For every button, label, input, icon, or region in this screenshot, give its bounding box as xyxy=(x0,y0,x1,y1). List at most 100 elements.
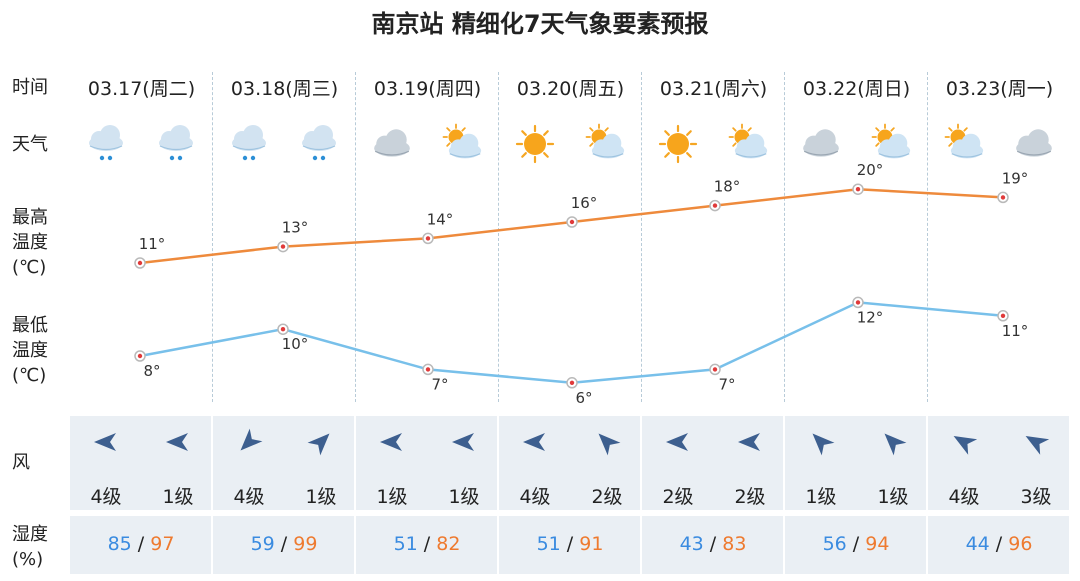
data-label: 10° xyxy=(282,335,309,353)
humidity-panel xyxy=(356,516,497,574)
humidity-panel xyxy=(928,516,1069,574)
humidity-value: 51 / 91 xyxy=(499,533,641,555)
data-point xyxy=(712,203,718,208)
date-label: 03.22(周日) xyxy=(802,78,911,100)
column-separator xyxy=(355,72,356,402)
data-point xyxy=(1000,313,1006,318)
wind-arrow-icon xyxy=(452,433,474,451)
wind-panel xyxy=(785,416,926,510)
humidity-separator: / xyxy=(703,533,723,555)
data-label: 18° xyxy=(714,178,741,196)
wind-level: 4级 xyxy=(948,486,980,508)
wind-panel xyxy=(928,416,1069,510)
cloud-icon xyxy=(1016,129,1052,157)
wind-level: 4级 xyxy=(90,486,122,508)
sun-icon xyxy=(658,124,698,164)
humidity-panel xyxy=(785,516,926,574)
wind-level: 1级 xyxy=(305,486,337,508)
humidity-value: 59 / 99 xyxy=(213,533,355,555)
date-label: 03.19(周四) xyxy=(373,78,482,100)
humidity-label-unit: (%) xyxy=(12,549,44,570)
sun-icon xyxy=(515,124,555,164)
wind-arrow-icon xyxy=(598,433,621,456)
wind-panel xyxy=(70,416,211,510)
wind-arrow-icon xyxy=(94,433,116,451)
humidity-min: 51 xyxy=(536,533,561,555)
high-temp-label-line1: 最高 xyxy=(12,207,48,228)
column-separator xyxy=(212,72,213,402)
high-temp-label-line2: 温度 xyxy=(12,232,48,253)
wind-arrow-icon xyxy=(523,433,545,451)
column-separator xyxy=(641,72,642,402)
wind-arrow-icon xyxy=(953,436,978,455)
humidity-panel xyxy=(499,516,640,574)
humidity-min: 43 xyxy=(679,533,704,555)
cloud-rain-icon xyxy=(232,125,266,161)
humidity-max: 97 xyxy=(150,533,175,555)
data-point xyxy=(855,300,861,305)
wind-arrow-icon xyxy=(738,433,760,451)
humidity-row-label: 湿度 (%) xyxy=(12,522,48,572)
humidity-value: 43 / 83 xyxy=(642,533,784,555)
humidity-separator: / xyxy=(274,533,294,555)
wind-level: 2级 xyxy=(734,486,766,508)
humidity-label-line1: 湿度 xyxy=(12,524,48,545)
date-label: 03.18(周三) xyxy=(230,78,339,100)
date-label: 03.23(周一) xyxy=(945,78,1054,100)
wind-arrow-icon xyxy=(240,428,263,451)
sun-cloud-icon xyxy=(442,123,482,159)
data-label: 7° xyxy=(431,375,448,393)
humidity-max: 83 xyxy=(722,533,747,555)
weather-row-label: 天气 xyxy=(12,134,48,155)
wind-level: 1级 xyxy=(448,486,480,508)
wind-level: 1级 xyxy=(162,486,194,508)
humidity-max: 91 xyxy=(579,533,604,555)
data-label: 11° xyxy=(139,235,166,253)
data-label: 11° xyxy=(1002,322,1029,340)
wind-arrow-icon xyxy=(1025,436,1050,455)
humidity-panel xyxy=(213,516,354,574)
wind-level: 4级 xyxy=(519,486,551,508)
cloud-icon xyxy=(803,129,839,157)
humidity-separator: / xyxy=(989,533,1009,555)
humidity-value: 51 / 82 xyxy=(356,533,498,555)
data-point xyxy=(137,353,143,359)
temperature-chart: 11° 13° 14° 16° 18° 20° 19° 8° 10° 7° 6° 7° 12° 11° xyxy=(134,161,1029,407)
humidity-max: 96 xyxy=(1008,533,1033,555)
data-label: 7° xyxy=(718,375,735,393)
data-point xyxy=(855,187,861,192)
humidity-min: 51 xyxy=(393,533,418,555)
cloud-icon xyxy=(374,129,410,157)
data-point xyxy=(280,327,286,332)
wind-level: 4级 xyxy=(233,486,265,508)
data-point xyxy=(425,236,431,241)
data-label: 19° xyxy=(1002,169,1029,187)
wind-level: 1级 xyxy=(877,486,909,508)
data-label: 6° xyxy=(575,389,592,407)
data-point xyxy=(425,367,431,372)
humidity-panel xyxy=(642,516,783,574)
low-temp-label-line2: 温度 xyxy=(12,340,48,361)
humidity-max: 94 xyxy=(865,533,890,555)
wind-arrow-icon xyxy=(307,433,330,456)
data-label: 16° xyxy=(571,194,598,212)
low-temp-label-line1: 最低 xyxy=(12,315,48,336)
wind-level: 1级 xyxy=(376,486,408,508)
low-temp-label-unit: (℃) xyxy=(12,365,47,386)
column-separator xyxy=(784,72,785,402)
wind-arrow-icon xyxy=(166,433,188,451)
wind-panel xyxy=(642,416,783,510)
humidity-min: 44 xyxy=(965,533,990,555)
wind-row-label: 风 xyxy=(12,452,30,473)
sun-cloud-icon xyxy=(944,123,984,159)
high-temp-row-label: 最高 温度 (℃) xyxy=(12,205,48,280)
data-point xyxy=(712,367,718,372)
data-point xyxy=(137,260,143,266)
page-title: 南京站 精细化7天气象要素预报 xyxy=(371,10,709,38)
sun-cloud-icon xyxy=(871,123,911,159)
humidity-separator: / xyxy=(846,533,866,555)
wind-level: 2级 xyxy=(662,486,694,508)
wind-level: 2级 xyxy=(591,486,623,508)
data-label: 20° xyxy=(857,161,884,179)
low-temp-row-label: 最低 温度 (℃) xyxy=(12,313,48,388)
